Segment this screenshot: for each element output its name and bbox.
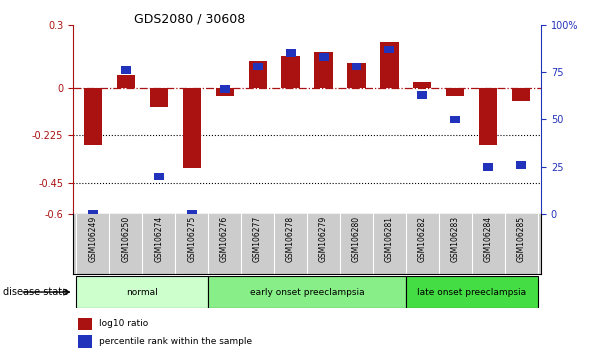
Text: percentile rank within the sample: percentile rank within the sample [98,337,252,346]
Text: GSM106276: GSM106276 [220,216,229,262]
Bar [381,42,398,88]
Text: GSM106277: GSM106277 [253,216,262,262]
Bar [182,88,201,168]
Bar [208,276,406,308]
Bar [187,210,196,218]
Bar [219,85,230,93]
Bar [150,88,168,107]
Bar [88,210,98,218]
Text: GSM106274: GSM106274 [154,216,163,262]
Bar [406,276,538,308]
Text: GSM106249: GSM106249 [88,216,97,262]
Bar [319,53,328,61]
Text: GSM106275: GSM106275 [187,216,196,262]
Bar [252,63,263,70]
Bar [413,81,432,88]
Bar [286,50,295,57]
Text: log10 ratio: log10 ratio [98,319,148,329]
Text: GSM106285: GSM106285 [517,216,526,262]
Bar [347,63,365,88]
Bar [117,75,135,88]
Text: GSM106279: GSM106279 [319,216,328,262]
Bar [483,163,493,171]
Text: disease state: disease state [3,287,68,297]
Bar [513,88,530,101]
Text: early onset preeclampsia: early onset preeclampsia [250,287,364,297]
Text: GSM106250: GSM106250 [121,216,130,262]
Bar [351,63,362,70]
Text: GDS2080 / 30608: GDS2080 / 30608 [134,12,245,25]
Text: GSM106280: GSM106280 [352,216,361,262]
Bar [154,172,164,180]
Text: GSM106282: GSM106282 [418,216,427,262]
Bar [479,88,497,145]
Text: GSM106284: GSM106284 [484,216,493,262]
Bar [76,276,208,308]
Text: GSM106281: GSM106281 [385,216,394,262]
Text: normal: normal [126,287,158,297]
Bar [282,56,300,88]
Bar [249,61,267,88]
Bar [216,88,233,96]
Text: late onset preeclampsia: late onset preeclampsia [417,287,527,297]
Bar [78,318,92,330]
Bar [516,161,527,169]
Text: GSM106283: GSM106283 [451,216,460,262]
Bar [418,91,427,99]
Bar [84,88,102,145]
Bar [314,52,333,88]
Text: GSM106278: GSM106278 [286,216,295,262]
Bar [446,88,465,96]
Bar [384,46,395,53]
Bar [121,67,131,74]
Bar [451,116,460,123]
Bar [78,335,92,348]
